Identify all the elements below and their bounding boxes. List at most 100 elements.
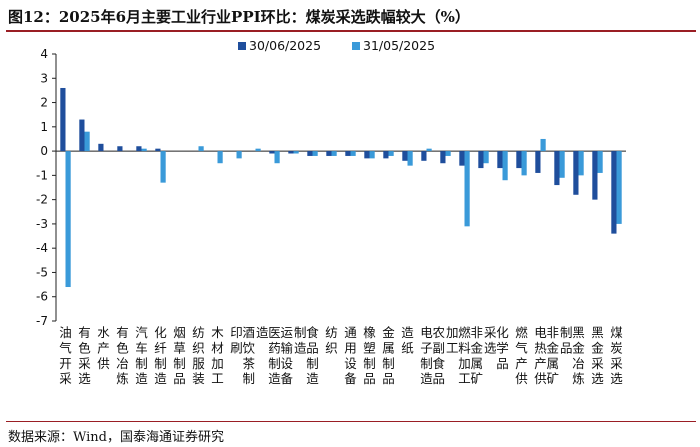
x-tick-label: 医药制造: [268, 325, 281, 386]
bar-chart: 30/06/2025 31/05/2025 4 3 2 1 0 -1 -2 -3 -4 -5 -6 -7…: [36, 38, 626, 386]
bar-jun: [421, 151, 427, 161]
y-tick-label: 4: [40, 47, 48, 61]
bar-may: [540, 138, 546, 152]
x-tick-label: 造纸: [401, 325, 414, 355]
bar-may: [255, 148, 261, 152]
bar-may: [597, 151, 603, 173]
bar-jun: [516, 151, 522, 169]
x-tick-label: 橡塑制品: [363, 325, 376, 386]
x-tick-label: 黑金采选: [591, 325, 604, 386]
bar-jun: [478, 151, 484, 169]
x-tick-label: 有色冶炼: [116, 325, 129, 386]
bar-may: [84, 131, 90, 152]
bar-jun: [592, 151, 598, 200]
bar-may: [559, 151, 565, 178]
bar-jun: [611, 151, 617, 234]
x-tick-label: 水产供: [97, 325, 110, 371]
bar-jun: [155, 148, 161, 152]
legend-label: 31/05/2025: [363, 38, 435, 53]
bar-may: [388, 151, 394, 156]
chart-title: 图12：2025年6月主要工业行业PPI环比：煤炭采选跌幅较大（%）: [8, 8, 470, 26]
bar-jun: [573, 151, 579, 195]
y-tick-label: 0: [40, 144, 48, 158]
bar-may: [236, 151, 242, 159]
bar-may: [445, 151, 451, 156]
x-tick-label: 有色采选: [78, 325, 91, 386]
x-tick-label: 食品制造: [306, 325, 319, 386]
bar-jun: [60, 87, 66, 152]
bar-jun: [497, 151, 503, 169]
y-tick-label: -3: [36, 217, 48, 231]
bar-may: [350, 151, 356, 156]
legend-swatch: [238, 42, 246, 50]
x-tick-label: 燃气产供: [515, 325, 528, 386]
legend: 30/06/2025 31/05/2025: [238, 38, 435, 53]
bar-may: [65, 151, 71, 288]
bar-may: [616, 151, 622, 224]
bar-jun: [345, 151, 351, 156]
bar-jun: [402, 151, 408, 161]
x-tick-label: 汽车制造: [135, 325, 148, 386]
bar-may: [217, 151, 223, 164]
bar-may: [312, 151, 318, 156]
x-tick-label: 非金属矿制品: [546, 325, 572, 386]
bar-may: [141, 148, 147, 152]
bar-may: [521, 151, 527, 176]
bar-may: [198, 146, 204, 152]
x-tick-label: 煤炭采选: [610, 325, 623, 386]
y-tick-label: 2: [40, 96, 48, 110]
footer-rule: [6, 421, 696, 422]
x-tick-label: 酒饮茶制造: [242, 325, 269, 386]
x-tick-label: 金属制品: [382, 325, 395, 386]
x-tick-label: 农副食品加工: [432, 325, 458, 386]
source-note: 数据来源：Wind，国泰海通证券研究: [8, 430, 224, 445]
legend-label: 30/06/2025: [249, 38, 321, 53]
legend-swatch: [352, 42, 360, 50]
bar-jun: [383, 151, 389, 159]
bar-may: [369, 151, 375, 159]
bar-jun: [136, 146, 142, 152]
bar-may: [502, 151, 508, 181]
bar-may: [274, 151, 280, 164]
bar-jun: [364, 151, 370, 159]
bar-may: [407, 151, 413, 166]
y-tick-label: 1: [40, 120, 48, 134]
x-tick-label: 通用设备: [344, 325, 357, 386]
x-tick-label: 油气开采: [59, 325, 72, 386]
x-tick-label: 非金属矿采选: [470, 325, 497, 386]
x-tick-label: 电子制造: [420, 325, 433, 386]
x-tick-label: 电热产供: [534, 325, 547, 386]
x-tick-label: 运输设备制造: [280, 325, 307, 386]
y-tick-label: -7: [36, 314, 48, 328]
bar-may: [160, 151, 166, 183]
bar-jun: [117, 146, 123, 152]
x-tick-label: 纺织: [325, 325, 338, 355]
bar-jun: [98, 143, 104, 152]
bar-jun: [554, 151, 560, 186]
bar-may: [464, 151, 470, 227]
bar-jun: [535, 151, 541, 173]
x-tick-label: 印刷: [230, 325, 243, 355]
bar-jun: [440, 151, 446, 164]
bars: [60, 87, 622, 288]
bar-jun: [326, 151, 332, 156]
x-tick-label: 木材加工: [211, 325, 224, 386]
y-tick-label: -4: [36, 241, 48, 255]
y-tick-label: -1: [36, 168, 48, 182]
y-axis: 4 3 2 1 0 -1 -2 -3 -4 -5 -6 -7: [36, 47, 626, 328]
x-tick-label: 化学品: [496, 325, 509, 371]
x-tick-label: 黑金冶炼: [572, 325, 585, 386]
title-rule: [6, 30, 696, 32]
bar-may: [293, 151, 299, 154]
bar-may: [483, 151, 489, 164]
bar-jun: [307, 151, 313, 156]
y-tick-label: 3: [40, 71, 48, 85]
bar-may: [426, 148, 432, 152]
x-tick-label: 化纤制造: [154, 325, 167, 386]
bar-may: [331, 151, 337, 156]
y-tick-label: -6: [36, 290, 48, 304]
bar-may: [578, 151, 584, 176]
bar-jun: [79, 119, 85, 152]
x-axis-labels: 油气开采有色采选水产供有色冶炼汽车制造化纤制造烟草制品纺织服装木材加工印刷酒饮茶…: [59, 325, 623, 386]
x-tick-label: 纺织服装: [192, 325, 205, 386]
